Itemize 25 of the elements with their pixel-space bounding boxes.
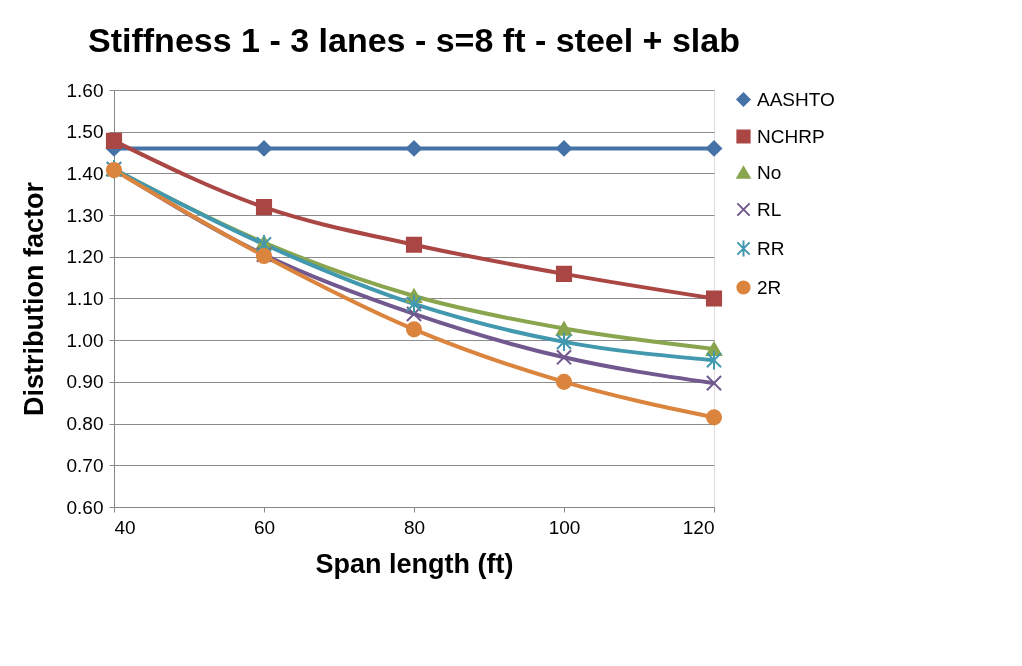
y-tick-label: 0.70 bbox=[66, 454, 104, 476]
y-tick-label: 1.50 bbox=[66, 121, 104, 143]
y-tick-label: 0.80 bbox=[66, 413, 104, 435]
y-tick-label: 1.10 bbox=[66, 288, 104, 309]
y-tick-label: 0.90 bbox=[66, 371, 104, 393]
y-tick-label: 1.20 bbox=[66, 246, 104, 268]
legend-label: RR bbox=[757, 237, 785, 259]
y-tick-label: 1.40 bbox=[66, 162, 104, 184]
legend-label: AASHTO bbox=[757, 88, 835, 110]
x-axis-title: Span length (ft) bbox=[315, 548, 514, 579]
x-tick-label: 40 bbox=[114, 516, 136, 538]
y-tick-label: 1.00 bbox=[66, 329, 104, 351]
x-tick-label: 120 bbox=[682, 516, 715, 538]
y-tick-label: 1.60 bbox=[66, 79, 104, 101]
legend-label: No bbox=[757, 161, 782, 183]
legend-label: NCHRP bbox=[757, 125, 825, 147]
y-tick-label: 1.30 bbox=[66, 204, 104, 226]
x-tick-label: 60 bbox=[253, 516, 276, 538]
legend-label: RL bbox=[757, 198, 782, 220]
y-axis-title: Distribution factor bbox=[18, 181, 49, 416]
x-tick-label: 100 bbox=[548, 516, 581, 538]
x-tick-label: 80 bbox=[403, 516, 426, 538]
chart-title: Stiffness 1 - 3 lanes - s=8 ft - steel + slab bbox=[88, 21, 740, 59]
y-tick-label: 0.60 bbox=[66, 496, 104, 518]
legend-label: 2R bbox=[757, 276, 782, 298]
